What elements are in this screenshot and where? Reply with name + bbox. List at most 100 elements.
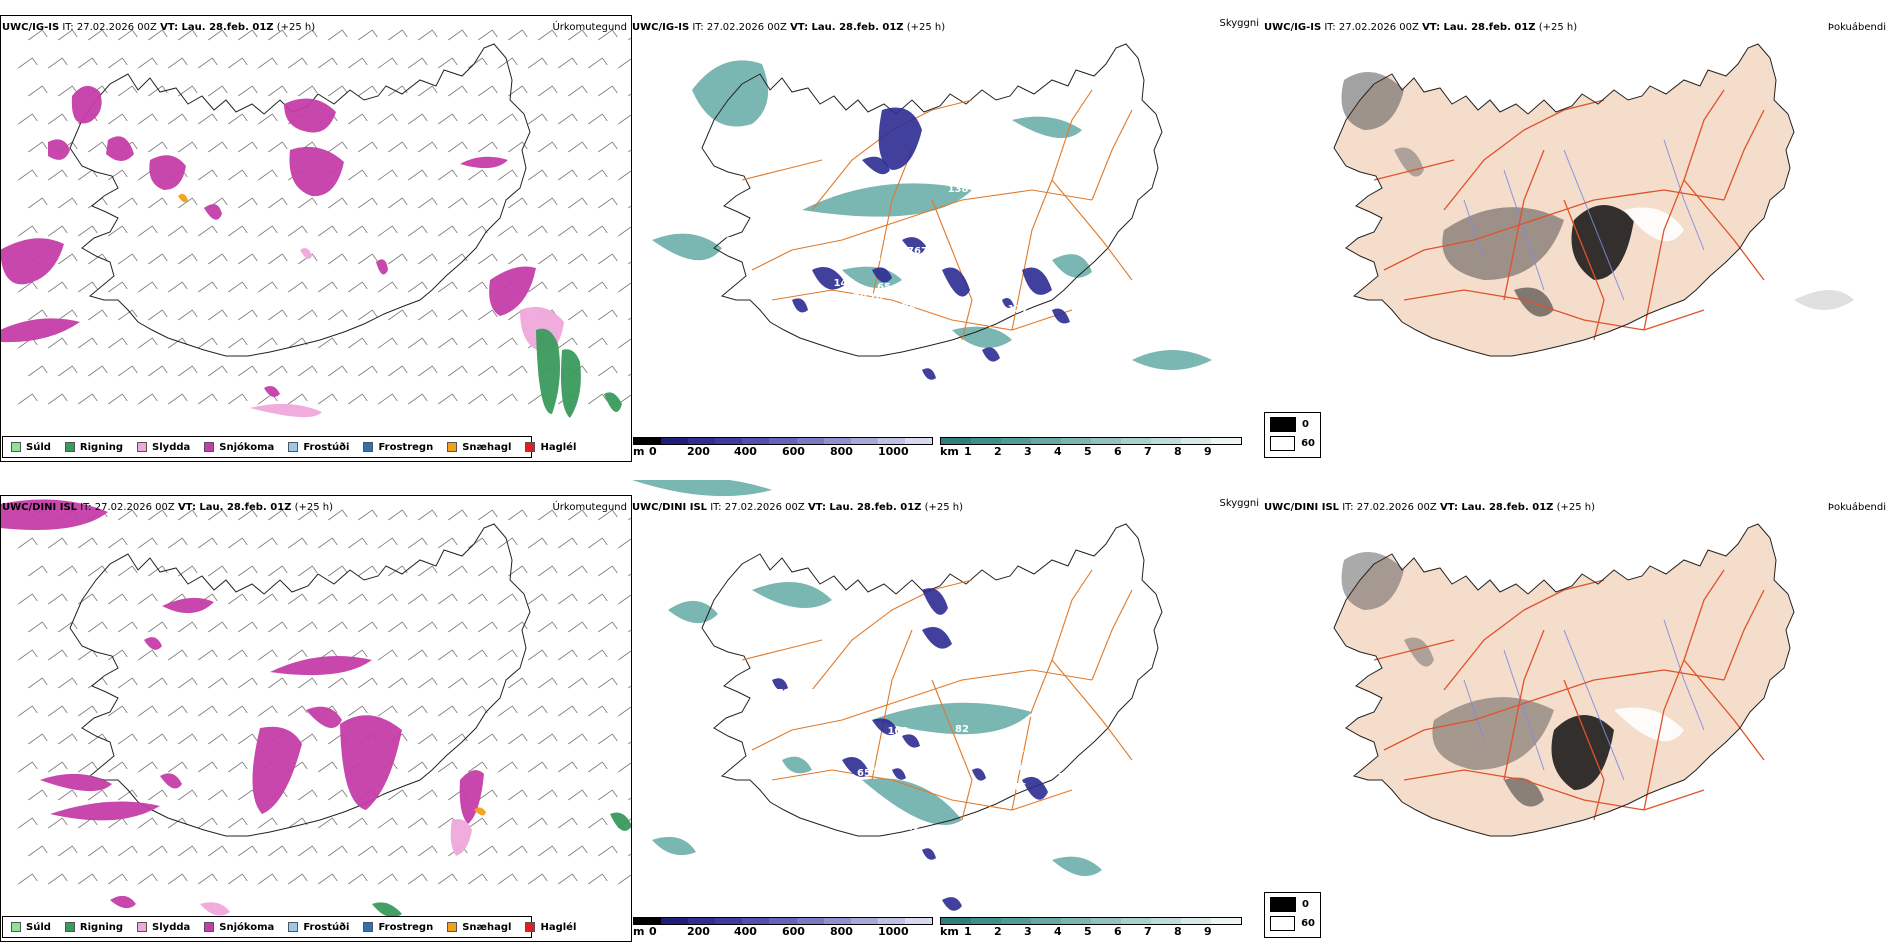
wind-barb — [318, 393, 338, 405]
wind-barb — [148, 733, 168, 745]
ceiling-label: 119 — [952, 658, 973, 669]
wind-barb — [508, 509, 528, 521]
wind-barb — [78, 57, 98, 69]
wind-barb — [48, 705, 68, 717]
wind-barb — [358, 141, 378, 153]
wind-barb — [238, 29, 258, 41]
ceiling-label: 246 — [1006, 782, 1027, 793]
wind-barb — [568, 677, 588, 689]
wind-barb — [48, 537, 68, 549]
wind-barb — [138, 593, 158, 605]
wind-barb — [118, 85, 138, 97]
wind-barb — [58, 29, 78, 41]
fog-area — [1614, 707, 1684, 742]
wind-barb — [598, 197, 618, 209]
wind-barb — [288, 393, 308, 405]
colorbar-segment — [904, 918, 933, 924]
precip-map-row1[interactable] — [0, 0, 632, 470]
road — [1383, 669, 1725, 751]
ceiling-label: 112 — [1004, 744, 1025, 755]
wind-barb — [568, 85, 588, 97]
wind-barb — [118, 509, 138, 521]
wind-barb — [568, 197, 588, 209]
wind-barb — [388, 309, 408, 321]
road — [1091, 109, 1133, 201]
wind-barb — [348, 281, 368, 293]
colorbar-segment — [1181, 438, 1211, 444]
wind-barb — [598, 253, 618, 265]
river — [1563, 629, 1625, 781]
precip-area — [71, 85, 102, 124]
wind-barb — [268, 845, 288, 857]
wind-barb — [178, 141, 198, 153]
wind-barb — [328, 621, 348, 633]
wind-barb — [508, 733, 528, 745]
precip-legend: Súld Rigning Slydda Snjókoma Frostúði Fr… — [2, 916, 576, 938]
wind-barb — [138, 873, 158, 885]
wind-barb — [408, 225, 428, 237]
wind-barb — [178, 197, 198, 209]
wind-barb — [78, 393, 98, 405]
wind-barb — [328, 365, 348, 377]
ceiling-label: 74 — [921, 246, 935, 257]
fog-map-row1[interactable] — [1264, 0, 1900, 470]
wind-barb — [268, 365, 288, 377]
wind-barb — [378, 337, 398, 349]
road — [1443, 579, 1605, 691]
wind-barb — [508, 253, 528, 265]
cloud-ceiling-areas — [772, 588, 1048, 911]
wind-barb — [598, 845, 618, 857]
river — [1663, 619, 1705, 731]
wind-barb — [618, 649, 632, 661]
wind-barb — [298, 565, 318, 577]
precip-area — [376, 259, 388, 275]
wind-barb — [138, 537, 158, 549]
fog-map-row2[interactable] — [1264, 480, 1900, 950]
ceiling-label: 138 — [948, 184, 969, 195]
wind-barb — [378, 817, 398, 829]
precip-area — [178, 193, 188, 203]
wind-barb — [508, 197, 528, 209]
cloud-panel-row2: 119 82 110 65 87 116 410 112 176 246 376 151 195 142 9… — [632, 480, 1264, 950]
wind-barb — [288, 873, 308, 885]
wind-barb — [228, 281, 248, 293]
wind-barb — [48, 113, 68, 125]
wind-barb — [448, 141, 468, 153]
wind-barb — [168, 281, 188, 293]
legend-swatch — [447, 442, 458, 452]
ceiling-label: 71 — [997, 262, 1011, 273]
wind-barb — [328, 677, 348, 689]
wind-barb — [418, 733, 438, 745]
wind-barb — [298, 365, 318, 377]
wind-barb — [238, 621, 258, 633]
wind-barb — [58, 789, 78, 801]
wind-barb — [538, 789, 558, 801]
wind-barb — [408, 649, 428, 661]
wind-barb — [268, 141, 288, 153]
wind-barb — [348, 705, 368, 717]
colorbar-segment — [1091, 438, 1121, 444]
wind-barb — [288, 649, 308, 661]
legend-swatch — [137, 922, 148, 932]
wind-barb — [328, 29, 348, 41]
iceland-coastline — [701, 523, 1163, 837]
wind-barb — [448, 621, 468, 633]
legend-swatch — [137, 442, 148, 452]
ceiling-label: 10 — [869, 292, 883, 303]
wind-barb — [388, 845, 408, 857]
wind-barb — [568, 141, 588, 153]
fog-area — [1341, 552, 1404, 610]
wind-barb — [388, 253, 408, 265]
wind-barb — [108, 393, 128, 405]
fog-areas — [1341, 552, 1684, 807]
wind-barb — [468, 393, 488, 405]
wind-barb — [238, 677, 258, 689]
wind-barb — [378, 537, 398, 549]
wind-barb — [18, 761, 38, 773]
wind-barb — [598, 29, 618, 41]
precip-map-row2[interactable] — [0, 480, 632, 950]
wind-barb — [198, 225, 218, 237]
wind-barb — [528, 761, 548, 773]
